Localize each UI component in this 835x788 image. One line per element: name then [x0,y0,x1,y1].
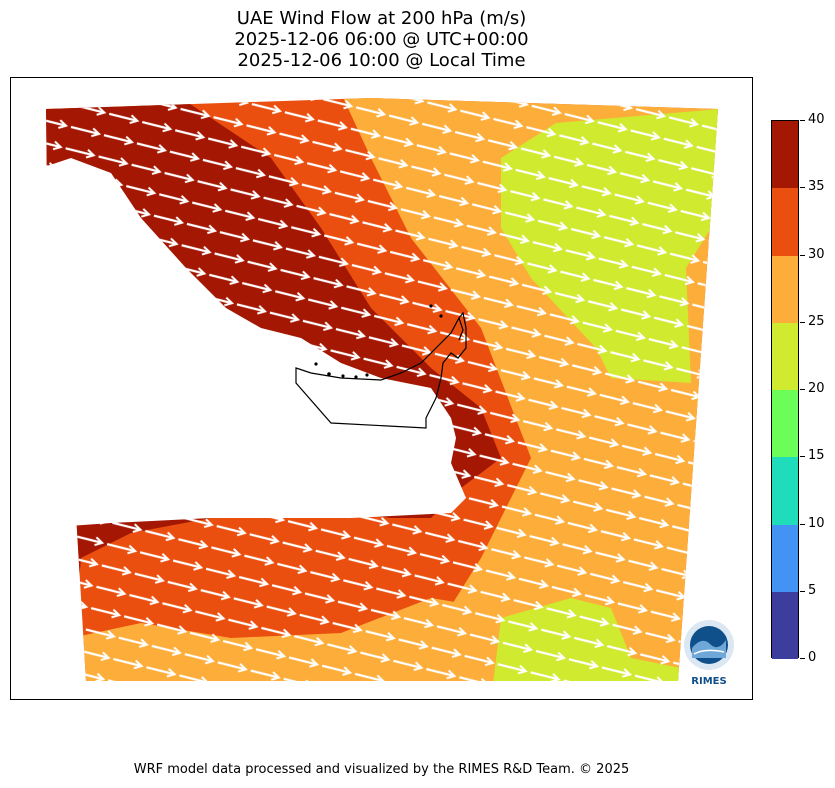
colorbar-tick-mark [800,523,805,525]
colorbar-tick-mark [800,590,805,592]
title-line-3: 2025-12-06 10:00 @ Local Time [237,50,526,71]
colorbar-tick-mark [800,456,805,458]
title-line-1: UAE Wind Flow at 200 hPa (m/s) [236,8,527,29]
colorbar-tick-mark [800,187,805,189]
colorbar-tick-mark [800,658,805,659]
colorbar-tick-label: 30 [808,246,825,262]
rimes-logo: RIMES [680,618,738,688]
colorbar-band-20-25 [772,322,798,390]
colorbar-tick-label: 15 [808,448,825,464]
uae-coastline [295,304,467,429]
colorbar-tick-mark [800,321,805,323]
colorbar-tick-mark [800,120,805,121]
colorbar-tick-label: 0 [808,650,817,665]
colorbar-tick-mark [800,389,805,390]
arabian-gulf-water [41,158,466,528]
colorbar-band-10-15 [772,457,798,525]
footer-credit: WRF model data processed and visualized … [133,762,630,777]
colorbar-tick-label: 35 [808,179,825,195]
colorbar-band-0-5 [772,591,798,659]
colorbar-tick-label: 25 [808,313,825,329]
colorbar-tick-label: 20 [808,381,825,396]
rimes-logo-graphic: RIMES [684,620,734,687]
map-title: UAE Wind Flow at 200 hPa (m/s) 2025-12-0… [10,8,753,71]
wind-map [41,98,718,681]
logo-text: RIMES [691,676,726,687]
colorbar-tick-label: 40 [808,112,825,127]
colorbar-band-25-30 [772,255,798,323]
colorbar-band-15-20 [772,390,798,458]
colorbar-tick-label: 10 [808,515,825,531]
colorbar-band-30-35 [772,188,798,256]
colorbar-tick-mark [800,254,805,256]
title-line-2: 2025-12-06 06:00 @ UTC+00:00 [234,29,529,50]
map-panel [10,77,753,700]
colorbar-tick-label: 5 [808,582,817,598]
colorbar [771,120,799,659]
colorbar-band-5-10 [772,524,798,592]
colorbar-band-35-40 [772,121,798,189]
